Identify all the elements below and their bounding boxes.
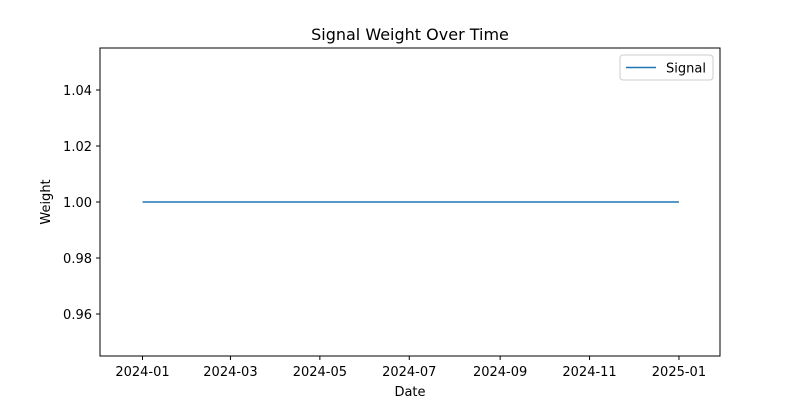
x-tick-label: 2024-05	[293, 365, 347, 380]
x-axis-label: Date	[394, 385, 425, 400]
x-tick-label: 2025-01	[652, 365, 706, 380]
y-tick-label: 1.02	[63, 140, 92, 155]
x-tick-label: 2024-07	[382, 365, 436, 380]
x-axis-ticks: 2024-01 2024-03 2024-05 2024-07 2024-09 2024-…	[115, 356, 706, 380]
chart-title: Signal Weight Over Time	[311, 25, 509, 44]
x-tick-label: 2024-11	[562, 365, 616, 380]
x-tick-label: 2024-09	[473, 365, 527, 380]
y-axis-label: Weight	[39, 179, 54, 224]
y-tick-label: 0.96	[63, 308, 92, 323]
y-tick-label: 1.04	[63, 84, 92, 99]
x-tick-label: 2024-03	[203, 365, 257, 380]
legend-label: Signal	[666, 62, 706, 77]
legend-box	[619, 54, 714, 81]
legend: Signal	[619, 54, 714, 81]
x-tick-label: 2024-01	[115, 365, 169, 380]
y-axis-ticks: 0.96 0.98 1.00 1.02 1.04	[63, 84, 100, 323]
y-tick-label: 1.00	[63, 196, 92, 211]
y-tick-label: 0.98	[63, 252, 92, 267]
